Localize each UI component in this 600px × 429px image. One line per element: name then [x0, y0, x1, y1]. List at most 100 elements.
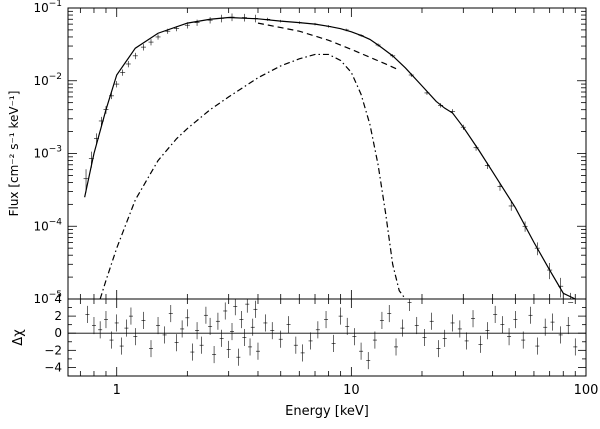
- residual-data-point: [293, 336, 298, 354]
- spectrum-data-point: [114, 81, 120, 88]
- residual-data-point: [436, 340, 441, 358]
- residual-data-point: [286, 316, 291, 334]
- model-line-dash-dot: [99, 53, 406, 300]
- residual-data-point: [233, 299, 238, 316]
- spectrum-y-tick-labels: 10−5 10−4 10−3 10−2 10−1: [33, 0, 62, 306]
- residual-data-point: [248, 338, 253, 356]
- y-tick-label: 10−3: [33, 145, 62, 161]
- residual-y-tick-label: −2: [44, 343, 62, 357]
- residual-data-point: [558, 326, 563, 344]
- residual-y-tick-label: 2: [54, 309, 62, 323]
- residual-data-point: [239, 310, 244, 329]
- residual-data-point: [242, 328, 247, 347]
- residual-data-point: [507, 328, 512, 346]
- residual-data-point: [493, 305, 498, 323]
- residual-data-point: [162, 326, 167, 344]
- residual-data-point: [223, 302, 228, 320]
- y-tick-label: 10−5: [33, 290, 62, 306]
- residual-data-point: [528, 306, 533, 324]
- model-line-dashed: [257, 22, 400, 71]
- residual-data-point: [236, 348, 241, 366]
- residual-data-point: [359, 342, 364, 360]
- residual-data-point: [372, 331, 377, 349]
- spectrum-model-lines: [84, 16, 576, 300]
- residual-data-point: [174, 334, 179, 352]
- residual-data-point: [331, 334, 336, 353]
- residual-axis-ticks: [68, 298, 587, 377]
- residual-data-point: [478, 335, 483, 353]
- spectrum-data-point: [207, 17, 213, 24]
- x-tick-label: 10: [343, 383, 360, 398]
- residual-data-point: [98, 321, 103, 339]
- spectrum-data-points: [83, 13, 574, 303]
- residual-data-point: [400, 319, 405, 337]
- residual-data-point: [255, 342, 260, 360]
- energy-x-axis-label: Energy [keV]: [285, 404, 369, 419]
- residual-y-tick-label: 4: [54, 292, 62, 306]
- residual-data-point: [119, 337, 124, 355]
- residual-data-point: [366, 352, 371, 370]
- residual-data-point: [308, 332, 313, 350]
- residual-data-point: [394, 338, 399, 356]
- residual-plot-frame: [67, 298, 587, 377]
- residual-data-point: [379, 311, 384, 329]
- residual-data-point: [85, 305, 90, 323]
- residual-data-point: [315, 321, 320, 339]
- residual-data-point: [278, 330, 283, 348]
- residual-data-point: [208, 317, 213, 335]
- spectrum-panel: 10−5 10−4 10−3 10−2 10−1 Flux [cm⁻² s⁻¹ keV⁻…: [7, 0, 587, 306]
- spectrum-data-point: [155, 34, 161, 40]
- residual-data-point: [407, 299, 412, 311]
- residual-data-point: [500, 316, 505, 334]
- residual-data-point: [133, 328, 138, 346]
- residual-data-points: [85, 299, 578, 370]
- residual-data-point: [535, 337, 540, 355]
- spectrum-y-axis-label: Flux [cm⁻² s⁻¹ keV⁻¹]: [7, 91, 21, 217]
- residual-y-tick-labels: 4 2 0 −2 −4: [44, 292, 62, 374]
- residual-data-point: [199, 336, 204, 354]
- spectrum-data-point: [508, 201, 514, 211]
- spectrum-axis-ticks: [68, 7, 587, 300]
- residual-data-point: [338, 307, 343, 325]
- residual-data-point: [212, 346, 217, 364]
- residual-y-axis-label: Δχ: [11, 329, 26, 346]
- residual-data-point: [429, 312, 434, 330]
- y-tick-label: 10−1: [33, 0, 62, 15]
- residual-data-point: [245, 299, 250, 313]
- residual-data-point: [566, 316, 571, 335]
- residual-data-point: [464, 332, 469, 350]
- residual-data-point: [442, 329, 447, 347]
- spectrum-data-point: [132, 52, 138, 60]
- residual-y-tick-label: 0: [54, 326, 62, 340]
- residual-data-point: [263, 314, 268, 332]
- residual-data-point: [230, 322, 235, 341]
- y-tick-label: 10−4: [33, 217, 62, 233]
- residual-panel: 4 2 0 −2 −4 1 10 100 Δχ Energy [keV]: [11, 292, 598, 419]
- residual-data-point: [345, 317, 350, 335]
- residual-data-point: [414, 316, 419, 335]
- residual-data-point: [109, 331, 114, 349]
- residual-data-point: [203, 306, 208, 324]
- residual-data-point: [180, 320, 185, 338]
- residual-data-point: [324, 310, 329, 329]
- residual-data-point: [141, 311, 146, 329]
- residual-data-point: [103, 310, 108, 329]
- residual-data-point: [250, 318, 255, 336]
- residual-data-point: [513, 310, 518, 329]
- spectrum-data-point: [140, 44, 146, 51]
- spectrum-plot-frame: [67, 7, 587, 300]
- residual-data-point: [300, 344, 305, 362]
- residual-data-point: [450, 314, 455, 332]
- residual-data-point: [352, 328, 357, 346]
- y-tick-label: 10−2: [33, 72, 62, 88]
- residual-data-point: [457, 320, 462, 338]
- residual-data-point: [387, 304, 392, 323]
- residual-data-point: [219, 329, 224, 347]
- residual-data-point: [195, 322, 200, 340]
- spectrum-data-point: [194, 19, 200, 26]
- residual-y-tick-label: −4: [44, 360, 62, 374]
- residual-data-point: [573, 338, 578, 356]
- residual-data-point: [128, 307, 133, 325]
- residual-data-point: [124, 319, 129, 337]
